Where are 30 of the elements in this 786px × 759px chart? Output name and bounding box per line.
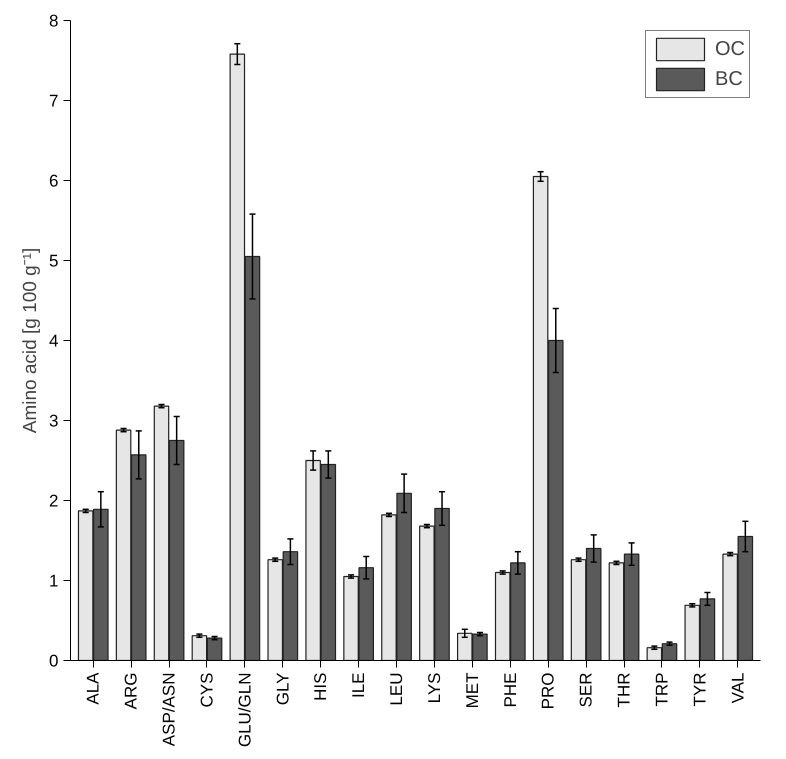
y-tick-label: 5 — [49, 252, 59, 270]
legend-label: OC — [715, 38, 745, 60]
x-tick-label: HIS — [311, 672, 330, 701]
y-tick-label: 7 — [49, 92, 59, 110]
x-tick-label: CYS — [197, 672, 216, 708]
y-tick-label: 3 — [49, 412, 59, 430]
y-tick-label: 1 — [49, 572, 59, 590]
x-tick-label: TYR — [690, 672, 710, 706]
y-tick-label: 0 — [49, 652, 59, 670]
y-tick-label: 8 — [49, 12, 59, 30]
legend-label: BC — [715, 68, 743, 90]
y-tick-label: 2 — [49, 492, 59, 510]
x-tick-label: MET — [462, 672, 482, 708]
x-tick-label: VAL — [728, 672, 748, 704]
x-tick-label: PHE — [500, 672, 520, 708]
y-tick-label: 4 — [49, 332, 59, 350]
y-axis-title: Amino acid [g 100 g⁻¹] — [20, 248, 42, 434]
x-tick-label: ASP/ASN — [160, 672, 179, 746]
x-tick-label: ARG — [122, 672, 141, 710]
x-tick-label: ILE — [349, 672, 368, 698]
x-tick-label: PRO — [538, 672, 558, 710]
x-tick-label: LYS — [424, 672, 444, 704]
x-tick-label: THR — [614, 672, 634, 708]
x-tick-label: ALA — [84, 672, 103, 705]
x-tick-label: LEU — [387, 672, 406, 706]
x-tick-label: GLU/GLN — [235, 672, 254, 748]
x-tick-label: GLY — [273, 672, 292, 706]
x-tick-label: SER — [576, 672, 596, 708]
x-tick-label: TRP — [652, 672, 672, 706]
y-tick-label: 6 — [49, 172, 59, 190]
